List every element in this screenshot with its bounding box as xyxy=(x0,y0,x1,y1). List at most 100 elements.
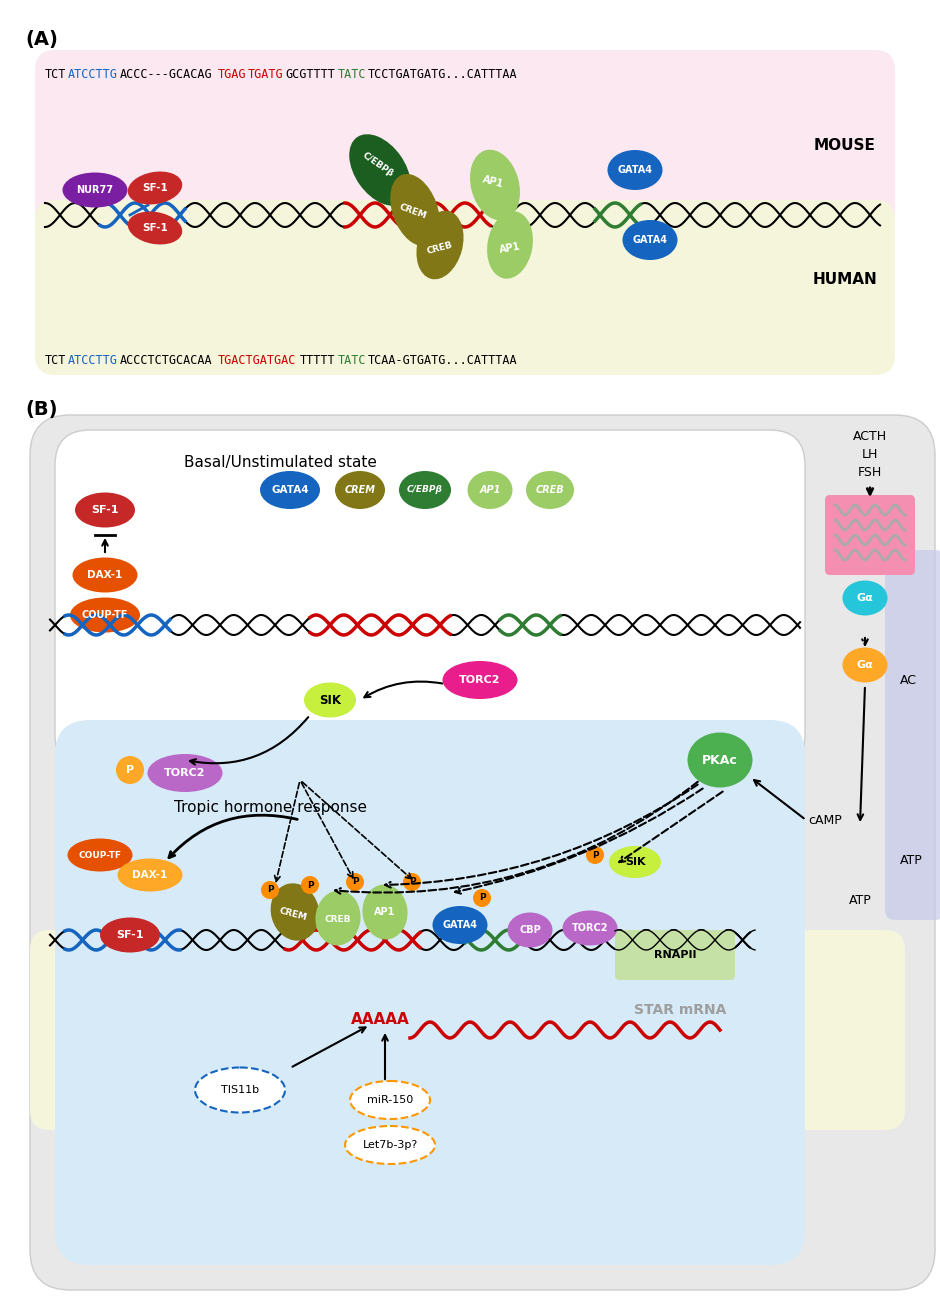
Text: ACTH: ACTH xyxy=(853,430,887,443)
Ellipse shape xyxy=(390,173,440,246)
Text: GATA4: GATA4 xyxy=(618,166,652,175)
Ellipse shape xyxy=(842,648,887,682)
Text: CREB: CREB xyxy=(324,916,352,925)
Ellipse shape xyxy=(622,219,678,260)
Text: SF-1: SF-1 xyxy=(91,505,118,515)
Ellipse shape xyxy=(128,212,182,244)
Ellipse shape xyxy=(609,846,661,878)
Ellipse shape xyxy=(304,682,356,717)
Text: CREM: CREM xyxy=(344,485,375,495)
Text: C/EBPβ: C/EBPβ xyxy=(407,485,443,494)
FancyBboxPatch shape xyxy=(30,415,935,1290)
Text: SIK: SIK xyxy=(625,857,645,867)
Ellipse shape xyxy=(399,470,451,509)
Text: (B): (B) xyxy=(25,399,57,419)
Text: DAX-1: DAX-1 xyxy=(133,870,167,880)
Text: TCCTGATGATG...CATTTAA: TCCTGATGATG...CATTTAA xyxy=(368,68,517,81)
Ellipse shape xyxy=(261,880,279,899)
Ellipse shape xyxy=(473,890,491,907)
Text: Gα: Gα xyxy=(856,593,873,603)
Text: P: P xyxy=(352,878,358,887)
FancyBboxPatch shape xyxy=(55,430,805,770)
Ellipse shape xyxy=(467,470,512,509)
Text: TCAA-GTGATG...CATTTAA: TCAA-GTGATG...CATTTAA xyxy=(368,353,517,367)
Ellipse shape xyxy=(271,883,320,941)
Text: GCGTTTT: GCGTTTT xyxy=(285,68,335,81)
Text: ATCCTTG: ATCCTTG xyxy=(68,68,118,81)
Text: COUP-TF: COUP-TF xyxy=(82,610,128,620)
Text: TGATG: TGATG xyxy=(247,68,283,81)
Ellipse shape xyxy=(72,557,137,593)
Text: TGACTGATGAC: TGACTGATGAC xyxy=(217,353,296,367)
FancyBboxPatch shape xyxy=(35,200,895,374)
Text: ACCCTCTGCACAA: ACCCTCTGCACAA xyxy=(120,353,212,367)
Text: ATP: ATP xyxy=(849,894,871,907)
Ellipse shape xyxy=(68,838,133,871)
Text: PKAc: PKAc xyxy=(702,753,738,766)
Text: ATP: ATP xyxy=(900,854,923,866)
Text: NUR77: NUR77 xyxy=(76,185,114,194)
Ellipse shape xyxy=(526,470,574,509)
Text: DAX-1: DAX-1 xyxy=(87,570,122,579)
FancyBboxPatch shape xyxy=(35,50,895,280)
FancyBboxPatch shape xyxy=(30,940,905,1275)
Text: TIS11b: TIS11b xyxy=(221,1085,259,1095)
Ellipse shape xyxy=(260,470,320,509)
Text: TCT: TCT xyxy=(45,353,67,367)
Text: TORC2: TORC2 xyxy=(572,922,608,933)
Text: TATC: TATC xyxy=(337,68,366,81)
Text: AP1: AP1 xyxy=(479,485,501,495)
Text: SF-1: SF-1 xyxy=(117,930,144,940)
Text: C/EBPβ: C/EBPβ xyxy=(361,151,396,179)
Text: AP1: AP1 xyxy=(481,175,505,189)
FancyBboxPatch shape xyxy=(885,551,940,920)
Text: Tropic hormone response: Tropic hormone response xyxy=(174,800,367,815)
Text: ATCCTTG: ATCCTTG xyxy=(68,353,118,367)
Text: AAAAA: AAAAA xyxy=(351,1013,410,1028)
Ellipse shape xyxy=(487,212,533,279)
Ellipse shape xyxy=(118,858,182,891)
Text: MOUSE: MOUSE xyxy=(814,138,876,152)
Text: SIK: SIK xyxy=(319,694,341,707)
Ellipse shape xyxy=(470,150,520,221)
Ellipse shape xyxy=(842,581,887,615)
Text: Gα: Gα xyxy=(856,660,873,670)
Text: miR-150: miR-150 xyxy=(367,1095,413,1105)
Text: CBP: CBP xyxy=(519,925,540,936)
Ellipse shape xyxy=(586,846,604,865)
Text: TTTTT: TTTTT xyxy=(300,353,336,367)
Text: AC: AC xyxy=(900,674,917,686)
Text: GATA4: GATA4 xyxy=(443,920,478,930)
FancyBboxPatch shape xyxy=(55,720,805,1265)
Ellipse shape xyxy=(443,661,518,699)
Ellipse shape xyxy=(416,210,463,280)
Text: TCT: TCT xyxy=(45,68,67,81)
Ellipse shape xyxy=(148,754,223,792)
Text: GATA4: GATA4 xyxy=(633,235,667,244)
Ellipse shape xyxy=(345,1126,435,1164)
Text: LH: LH xyxy=(862,448,878,461)
Ellipse shape xyxy=(350,134,411,206)
Text: P: P xyxy=(306,880,313,890)
Text: P: P xyxy=(591,850,599,859)
Text: P: P xyxy=(409,878,415,887)
Text: STAR mRNA: STAR mRNA xyxy=(634,1003,727,1017)
Text: TORC2: TORC2 xyxy=(164,767,206,778)
Text: ACCC---GCACAG: ACCC---GCACAG xyxy=(120,68,212,81)
Text: HUMAN: HUMAN xyxy=(812,272,877,288)
Text: Basal/Unstimulated state: Basal/Unstimulated state xyxy=(183,455,376,470)
Ellipse shape xyxy=(316,891,361,946)
Ellipse shape xyxy=(346,872,364,891)
Text: cAMP: cAMP xyxy=(808,813,841,827)
Text: AP1: AP1 xyxy=(498,242,522,255)
Ellipse shape xyxy=(301,876,319,894)
Ellipse shape xyxy=(116,756,144,784)
Text: P: P xyxy=(126,765,134,775)
Text: SF-1: SF-1 xyxy=(142,223,168,233)
Text: CREM: CREM xyxy=(278,905,308,922)
Text: AP1: AP1 xyxy=(374,907,396,917)
FancyBboxPatch shape xyxy=(615,930,735,980)
FancyBboxPatch shape xyxy=(30,930,905,1130)
Ellipse shape xyxy=(432,905,488,943)
Text: FSH: FSH xyxy=(858,466,882,480)
